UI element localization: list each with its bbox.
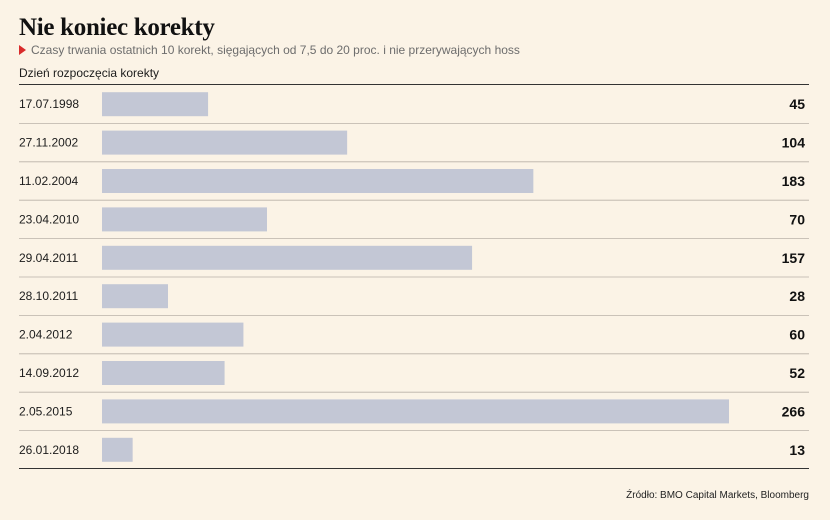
bar — [102, 322, 244, 347]
category-label: 28.10.2011 — [19, 289, 78, 303]
category-header: Dzień rozpoczęcia korekty — [19, 66, 160, 80]
bar — [102, 284, 168, 309]
value-label: 183 — [782, 173, 806, 189]
subtitle-text: Czasy trwania ostatnich 10 korekt, sięga… — [31, 43, 520, 57]
bar — [102, 399, 729, 424]
footer-divider — [19, 468, 809, 469]
value-label: 266 — [782, 403, 806, 419]
value-label: 157 — [782, 250, 806, 266]
triangle-marker-icon — [19, 45, 26, 55]
bar — [102, 92, 209, 117]
value-label: 13 — [789, 442, 805, 458]
category-label: 2.04.2012 — [19, 328, 73, 342]
value-label: 45 — [789, 96, 805, 112]
value-label: 104 — [782, 135, 806, 151]
chart-subtitle: Czasy trwania ostatnich 10 korekt, sięga… — [19, 43, 520, 57]
category-label: 2.05.2015 — [19, 404, 73, 418]
bar — [102, 207, 267, 232]
value-label: 70 — [789, 211, 805, 227]
bar — [102, 169, 534, 193]
header-divider — [19, 84, 809, 85]
value-label: 28 — [789, 288, 805, 304]
category-label: 17.07.1998 — [19, 97, 79, 111]
category-label: 11.02.2004 — [19, 174, 78, 188]
chart-title: Nie koniec korekty — [19, 14, 215, 41]
category-label: 29.04.2011 — [19, 251, 78, 265]
bar — [102, 437, 133, 462]
bar — [102, 245, 473, 270]
value-label: 60 — [789, 327, 805, 343]
value-label: 52 — [789, 365, 805, 381]
category-label: 26.01.2018 — [19, 443, 79, 457]
bar — [102, 130, 348, 155]
category-label: 27.11.2002 — [19, 136, 78, 150]
bar — [102, 361, 225, 385]
category-label: 14.09.2012 — [19, 366, 79, 380]
category-label: 23.04.2010 — [19, 212, 79, 226]
source-note: Źródło: BMO Capital Markets, Bloomberg — [626, 490, 809, 501]
